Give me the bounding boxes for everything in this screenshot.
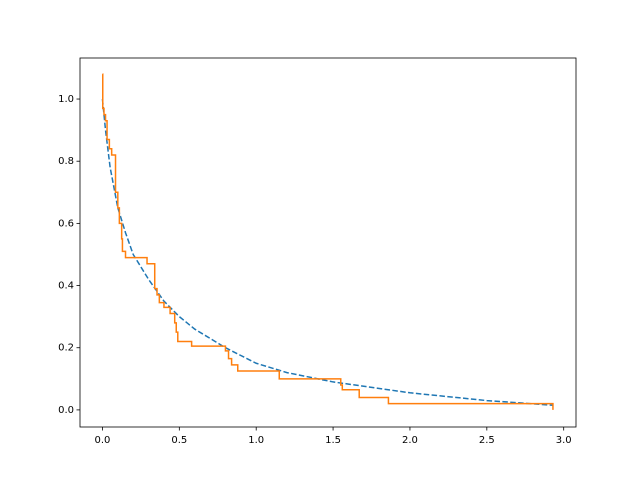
x-tick-label: 2.0 [402, 435, 418, 446]
x-tick-label: 0.5 [171, 435, 187, 446]
x-tick-label: 1.5 [325, 435, 341, 446]
y-tick-label: 0.0 [58, 405, 74, 416]
x-tick-label: 2.5 [479, 435, 495, 446]
y-tick-label: 0.8 [58, 156, 74, 167]
series-line [102, 73, 554, 410]
series-line [101, 98, 553, 406]
plot-frame [79, 57, 577, 428]
x-tick-label: 1.0 [248, 435, 264, 446]
y-tick-label: 0.4 [58, 281, 74, 292]
x-tick-label: 3.0 [556, 435, 572, 446]
x-tick-label: 0.0 [94, 435, 110, 446]
y-tick-label: 0.6 [58, 218, 74, 229]
y-tick-label: 0.2 [58, 343, 74, 354]
y-tick-label: 1.0 [58, 94, 74, 105]
